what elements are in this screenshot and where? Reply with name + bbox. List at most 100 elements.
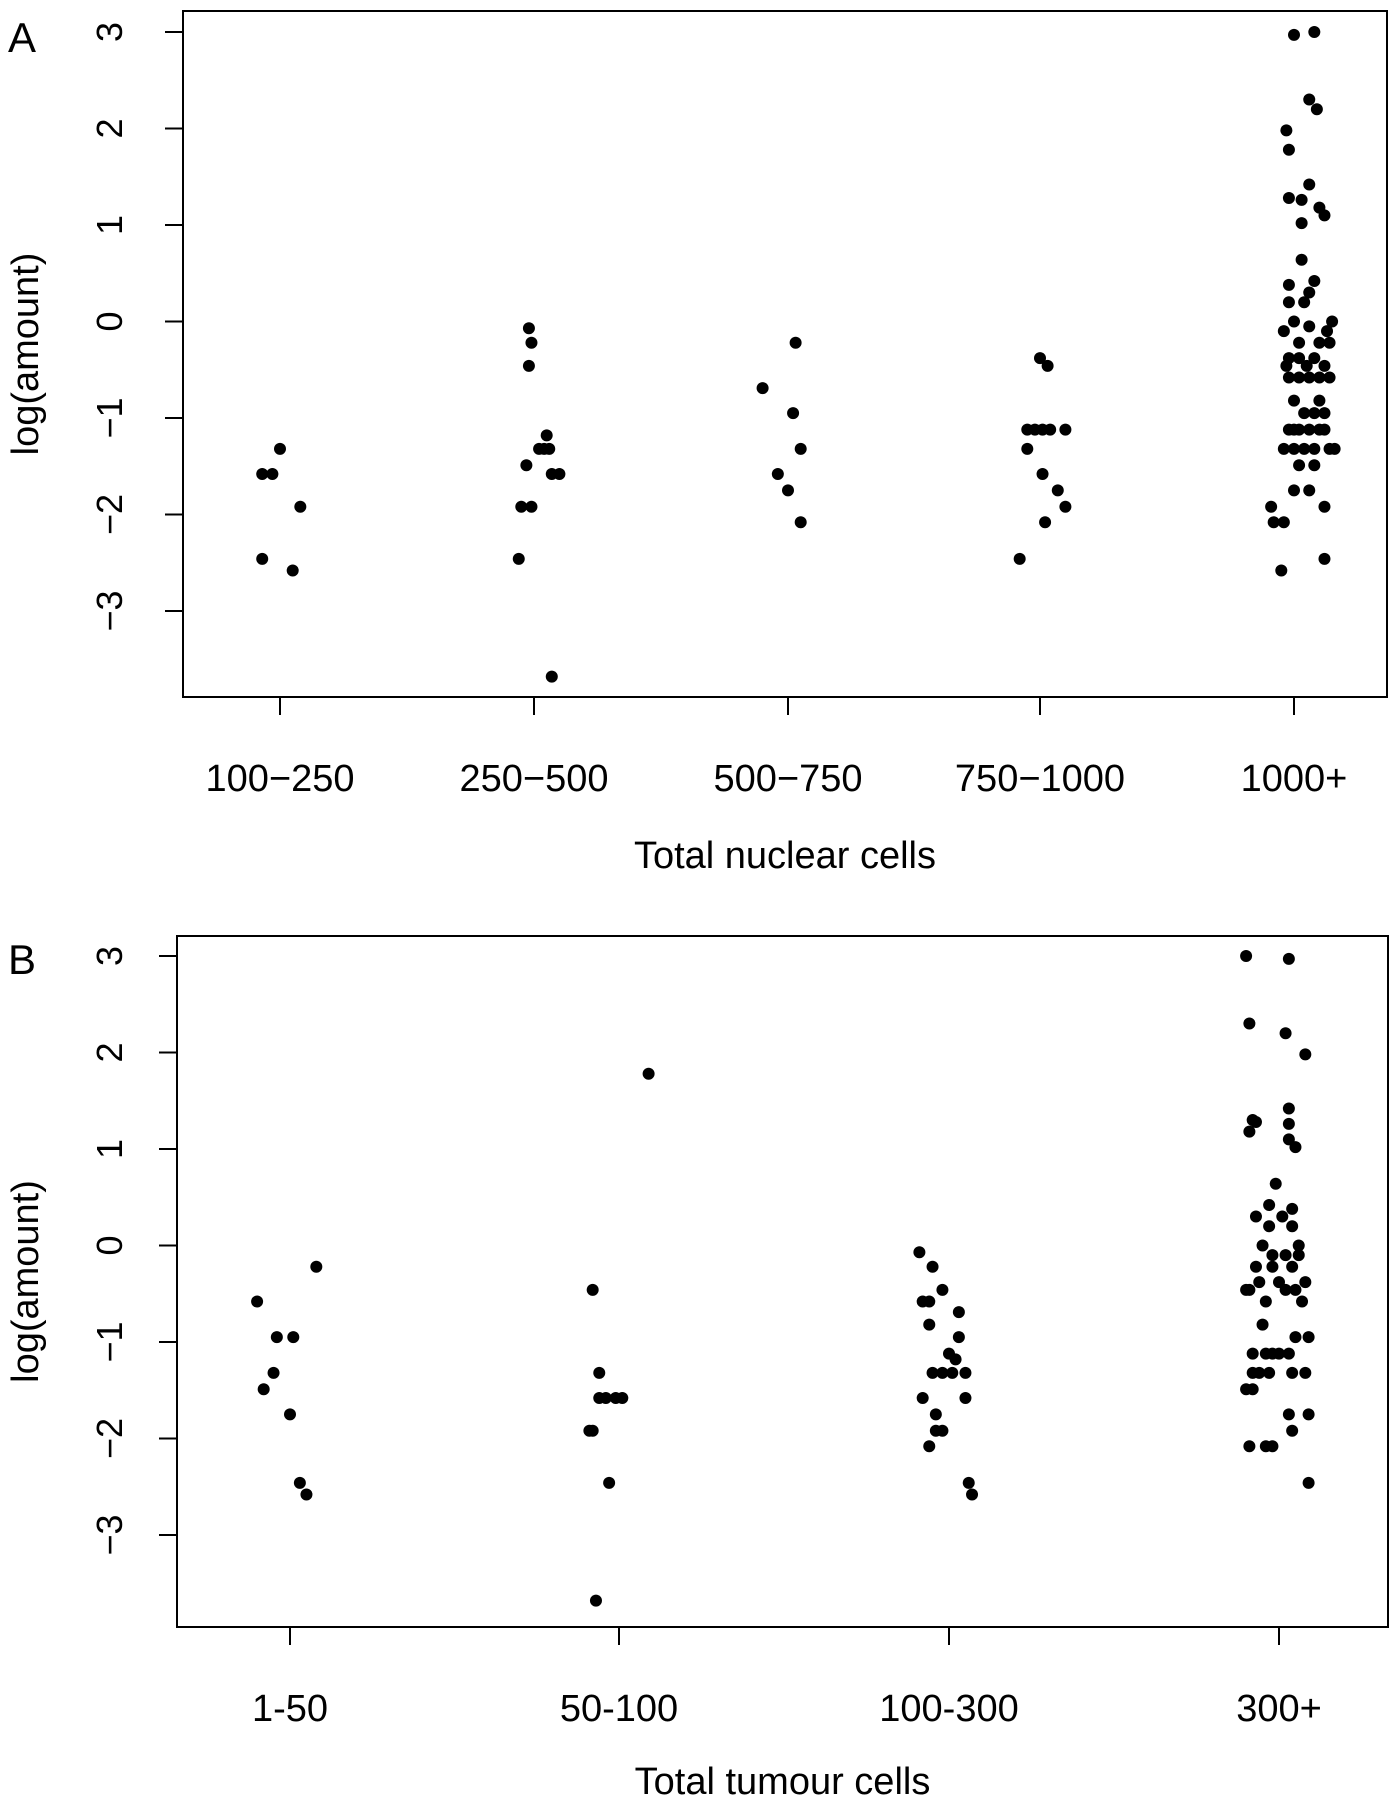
x-tick-label: 500−750 (714, 758, 863, 800)
data-point (603, 1476, 616, 1489)
data-point (256, 467, 269, 480)
data-point (545, 670, 558, 683)
data-point (1059, 423, 1072, 436)
data-point (959, 1391, 972, 1404)
y-tick-label: 3 (89, 946, 130, 966)
data-point (1280, 124, 1293, 137)
data-point (1253, 1366, 1266, 1379)
y-tick-label: −3 (89, 1514, 130, 1555)
panel-B: B 3 2 1 0 −1 −2 −3 log(amount) 1-50 50-100 100-300 3… (5, 935, 1389, 1800)
y-tick-label: 0 (89, 311, 130, 331)
data-point (1279, 1027, 1292, 1040)
data-point (1313, 336, 1326, 349)
data-point (310, 1260, 323, 1273)
data-point (553, 467, 566, 480)
data-point (946, 1366, 959, 1379)
data-point (1286, 1366, 1299, 1379)
data-point (284, 1408, 296, 1421)
data-point (522, 322, 535, 335)
data-point (257, 1383, 270, 1396)
x-tick-label: 100−250 (206, 758, 355, 800)
data-point (1282, 1347, 1295, 1360)
data-point (266, 467, 279, 480)
data-point (936, 1424, 949, 1437)
y-tick-label: −3 (89, 590, 130, 631)
data-point (1256, 1318, 1269, 1331)
data-point (1246, 1347, 1259, 1360)
data-point (1308, 459, 1321, 472)
y-tick-label: −2 (89, 1418, 130, 1459)
data-point (929, 1408, 942, 1421)
data-point (1288, 484, 1300, 497)
data-point (1293, 336, 1306, 349)
data-point (1277, 442, 1290, 455)
data-point (1263, 1220, 1276, 1233)
data-point (1286, 1202, 1299, 1215)
y-tick-label: 1 (89, 215, 130, 235)
data-point (1308, 274, 1321, 287)
data-point (1295, 253, 1308, 266)
data-point (251, 1295, 264, 1308)
data-point (1059, 500, 1072, 513)
data-point (1303, 484, 1316, 497)
y-tick-label: −1 (89, 397, 130, 438)
x-axis-label: Total tumour cells (635, 1761, 931, 1800)
y-tick-label: 2 (89, 1042, 130, 1062)
data-point (913, 1246, 926, 1259)
x-tick-label: 50-100 (560, 1688, 678, 1730)
data-point (1246, 1383, 1259, 1396)
data-point (599, 1391, 612, 1404)
data-point (952, 1306, 965, 1319)
data-point (1253, 1276, 1266, 1289)
data-point (583, 1424, 596, 1437)
data-point (936, 1283, 949, 1296)
data-point (1299, 1048, 1312, 1061)
data-point (1279, 1283, 1292, 1296)
data-point (589, 1594, 602, 1607)
data-point (1310, 103, 1323, 116)
y-tick-label: 0 (89, 1235, 130, 1255)
data-point (1277, 516, 1290, 529)
data-point (1323, 336, 1336, 349)
data-point (1293, 352, 1306, 365)
data-point (1034, 352, 1046, 365)
data-point (1286, 1220, 1299, 1233)
data-point (1021, 442, 1034, 455)
data-point (1267, 516, 1280, 529)
data-point (1313, 394, 1326, 407)
data-point (1293, 423, 1306, 436)
y-tick-label: 1 (89, 1139, 130, 1159)
data-point (1243, 1283, 1256, 1296)
data-point (1300, 359, 1313, 372)
data-point (1321, 325, 1334, 338)
data-point (1292, 1239, 1305, 1252)
data-point (1302, 1331, 1315, 1344)
data-point (1288, 28, 1300, 41)
data-point (1302, 1476, 1315, 1489)
data-point (1303, 320, 1316, 333)
panel-letter: A (8, 14, 36, 61)
data-point (1318, 423, 1331, 436)
data-point (525, 500, 538, 513)
data-point (1308, 352, 1321, 365)
data-point (1259, 1295, 1272, 1308)
data-point (1298, 442, 1311, 455)
data-point (1295, 193, 1308, 206)
data-point (1269, 1177, 1282, 1190)
y-tick-label: −2 (89, 494, 130, 535)
data-point (1289, 1331, 1302, 1344)
data-point (1293, 459, 1306, 472)
data-point (923, 1318, 936, 1331)
data-point (1265, 500, 1278, 513)
data-point (1044, 423, 1057, 436)
data-point (1299, 1366, 1312, 1379)
x-tick-label: 750−1000 (955, 758, 1125, 800)
data-point (286, 564, 299, 577)
data-point (794, 516, 807, 529)
data-point (1256, 1239, 1269, 1252)
data-point (293, 1476, 306, 1489)
data-point (616, 1391, 629, 1404)
data-point (923, 1440, 936, 1453)
plot-frame (182, 10, 1388, 698)
data-point (300, 1488, 313, 1501)
